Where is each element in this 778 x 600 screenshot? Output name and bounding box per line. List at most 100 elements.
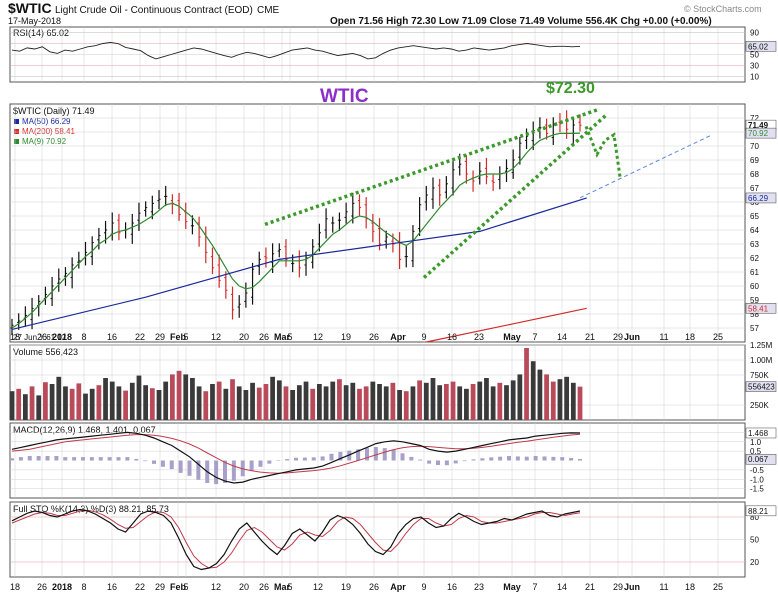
volume-bar bbox=[310, 389, 315, 420]
volume-bar bbox=[437, 385, 442, 420]
volume-bar bbox=[103, 378, 108, 420]
volume-bar bbox=[250, 383, 255, 420]
volume-bar bbox=[517, 374, 522, 420]
volume-bar bbox=[123, 391, 128, 420]
x-tick-label: 8 bbox=[81, 582, 86, 592]
macd-hist-bar bbox=[179, 461, 183, 473]
price-tick: 67 bbox=[750, 184, 759, 193]
macd-hist-bar bbox=[134, 459, 138, 461]
price-flag-label: 66.29 bbox=[748, 194, 769, 203]
macd-hist-bar bbox=[312, 457, 316, 460]
volume-bar bbox=[157, 390, 162, 420]
volume-bar bbox=[197, 386, 202, 420]
macd-hist-bar bbox=[267, 461, 271, 464]
x-tick-label: 12 bbox=[313, 582, 323, 592]
x-tick-label: 19 bbox=[341, 332, 351, 342]
volume-bar bbox=[257, 388, 262, 420]
volume-bar bbox=[230, 379, 235, 420]
x-tick-label: 12 bbox=[211, 582, 221, 592]
volume-tick: 750K bbox=[750, 371, 769, 380]
x-tick-label: 25 bbox=[713, 582, 723, 592]
macd-hist-bar bbox=[81, 457, 85, 460]
x-tick-label: 16 bbox=[447, 332, 457, 342]
x-tick-label: 21 bbox=[585, 582, 595, 592]
macd-hist-bar bbox=[409, 457, 413, 461]
x-tick-label: 20 bbox=[239, 332, 249, 342]
macd-hist-bar bbox=[10, 458, 14, 460]
exchange-label: CME bbox=[257, 5, 280, 16]
macd-hist-bar bbox=[117, 457, 121, 460]
volume-bar bbox=[76, 383, 81, 420]
stoch-tick: 20 bbox=[750, 558, 759, 567]
macd-hist-bar bbox=[480, 458, 484, 460]
volume-bar bbox=[350, 383, 355, 420]
x-tick-label: 18 bbox=[685, 582, 695, 592]
macd-hist-bar bbox=[560, 457, 564, 460]
x-tick-label: 21 bbox=[585, 332, 595, 342]
macd-hist-bar bbox=[72, 457, 76, 460]
x-tick-label: Apr bbox=[390, 332, 406, 342]
volume-bar bbox=[544, 374, 549, 420]
macd-tick: 1.0 bbox=[750, 438, 762, 447]
macd-hist-bar bbox=[445, 461, 449, 466]
x-tick-label: 12 bbox=[211, 332, 221, 342]
volume-bar bbox=[578, 387, 583, 420]
x-tick-label: 26 bbox=[259, 582, 269, 592]
macd-hist-bar bbox=[46, 456, 50, 461]
macd-hist-bar bbox=[99, 457, 103, 460]
rsi-flag-label: 65.02 bbox=[748, 42, 769, 51]
volume-bar bbox=[83, 394, 88, 420]
macd-hist-bar bbox=[489, 457, 493, 460]
macd-hist-bar bbox=[383, 448, 387, 460]
volume-bar bbox=[110, 382, 115, 420]
x-tick-label: 18 bbox=[685, 332, 695, 342]
price-tick: 64 bbox=[750, 226, 759, 235]
macd-hist-bar bbox=[498, 457, 502, 461]
x-tick-label: 9 bbox=[421, 332, 426, 342]
x-tick-label: 20 bbox=[239, 582, 249, 592]
volume-bar bbox=[210, 384, 215, 420]
macd-hist-bar bbox=[259, 461, 263, 467]
volume-bar bbox=[190, 378, 195, 420]
volume-bar bbox=[370, 382, 375, 420]
price-callout: $72.30 bbox=[546, 80, 595, 97]
x-tick-label: 25 bbox=[713, 332, 723, 342]
macd-hist-bar bbox=[401, 453, 405, 460]
volume-bar bbox=[558, 379, 563, 420]
volume-bar bbox=[344, 385, 349, 420]
volume-bar bbox=[491, 386, 496, 420]
x-tick-label: Apr bbox=[390, 582, 406, 592]
x-tick-label: Jun bbox=[624, 332, 640, 342]
volume-bar bbox=[451, 382, 456, 420]
macd-hist-bar bbox=[330, 454, 334, 461]
volume-bar bbox=[551, 382, 556, 420]
x-tick-label: 5 bbox=[287, 582, 292, 592]
x-tick-label: 26 bbox=[37, 582, 47, 592]
wtic-label: WTIC bbox=[320, 86, 369, 107]
macd-hist-bar bbox=[143, 461, 147, 462]
volume-bar bbox=[411, 386, 416, 420]
macd-hist-bar bbox=[152, 461, 156, 464]
price-tick: 63 bbox=[750, 240, 759, 249]
volume-bar bbox=[270, 377, 275, 420]
x-tick-label: 18 bbox=[10, 332, 20, 342]
volume-bar bbox=[330, 382, 335, 420]
price-tick: 65 bbox=[750, 212, 759, 221]
volume-tick: 1.00M bbox=[750, 356, 773, 365]
volume-bar bbox=[531, 361, 536, 420]
macd-hist-bar bbox=[161, 461, 165, 467]
x-tick-label: 5 bbox=[183, 582, 188, 592]
macd-hist-bar bbox=[188, 461, 192, 476]
volume-bar bbox=[497, 383, 502, 420]
volume-bar bbox=[264, 384, 269, 420]
price-tick: 60 bbox=[750, 282, 759, 291]
macd-hist-bar bbox=[578, 459, 582, 461]
volume-bar bbox=[150, 388, 155, 420]
volume-bar bbox=[290, 390, 295, 420]
x-tick-label: 2018 bbox=[52, 332, 72, 342]
macd-hist-bar bbox=[516, 456, 520, 460]
volume-bar bbox=[10, 391, 15, 420]
volume-bar bbox=[137, 376, 142, 420]
macd-hist-bar bbox=[427, 461, 431, 464]
